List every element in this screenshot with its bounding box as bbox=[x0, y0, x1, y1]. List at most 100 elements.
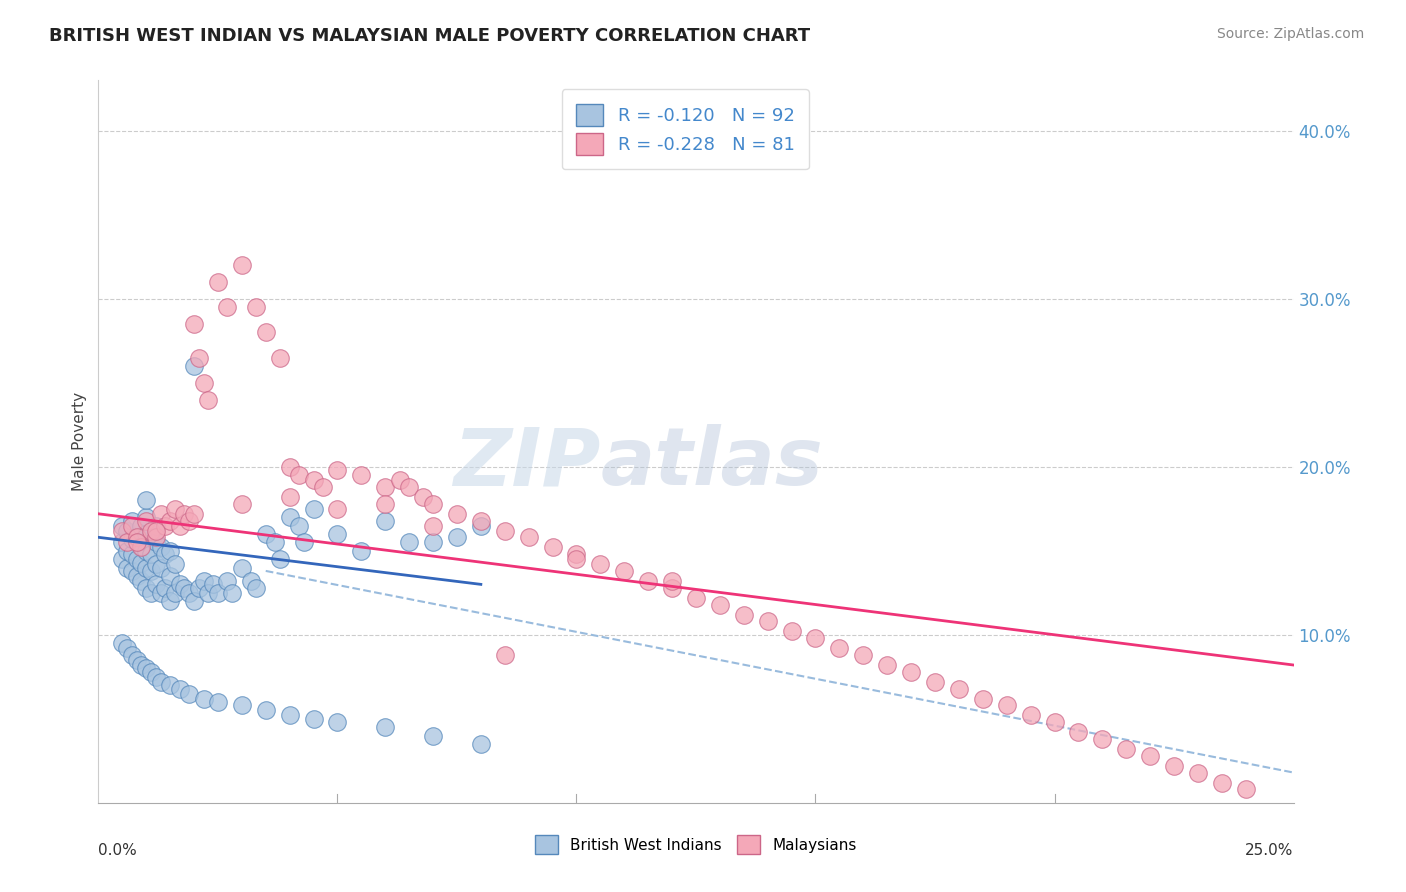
Point bbox=[245, 300, 267, 314]
Point bbox=[326, 715, 349, 730]
Point bbox=[1163, 759, 1185, 773]
Point bbox=[135, 581, 157, 595]
Point bbox=[254, 326, 277, 340]
Point bbox=[312, 480, 335, 494]
Point bbox=[169, 577, 191, 591]
Point bbox=[183, 594, 205, 608]
Point bbox=[183, 317, 205, 331]
Point bbox=[131, 518, 153, 533]
Point bbox=[756, 615, 779, 629]
Point bbox=[159, 543, 181, 558]
Point bbox=[565, 552, 588, 566]
Point bbox=[183, 359, 205, 373]
Point bbox=[804, 631, 827, 645]
Point bbox=[231, 258, 253, 272]
Point bbox=[995, 698, 1018, 713]
Point bbox=[207, 695, 229, 709]
Point bbox=[470, 514, 492, 528]
Point bbox=[278, 708, 301, 723]
Point bbox=[125, 569, 148, 583]
Point bbox=[169, 681, 191, 696]
Point bbox=[155, 547, 177, 561]
Point bbox=[111, 524, 134, 538]
Point bbox=[661, 574, 683, 588]
Point bbox=[155, 581, 177, 595]
Point bbox=[131, 541, 153, 555]
Point bbox=[278, 510, 301, 524]
Point bbox=[197, 392, 219, 407]
Point bbox=[111, 535, 134, 549]
Point bbox=[159, 594, 181, 608]
Point bbox=[193, 376, 215, 390]
Point bbox=[1019, 708, 1042, 723]
Point bbox=[149, 541, 172, 555]
Point bbox=[326, 501, 349, 516]
Point bbox=[924, 674, 946, 689]
Point bbox=[207, 586, 229, 600]
Point bbox=[202, 577, 225, 591]
Point bbox=[446, 507, 468, 521]
Point bbox=[125, 530, 148, 544]
Point bbox=[173, 507, 195, 521]
Point bbox=[149, 586, 172, 600]
Point bbox=[135, 560, 157, 574]
Point bbox=[125, 653, 148, 667]
Point bbox=[288, 468, 311, 483]
Point bbox=[149, 674, 172, 689]
Text: atlas: atlas bbox=[600, 425, 823, 502]
Point bbox=[231, 560, 253, 574]
Point bbox=[135, 493, 157, 508]
Point bbox=[240, 574, 263, 588]
Point bbox=[131, 556, 153, 570]
Point bbox=[422, 497, 444, 511]
Point bbox=[709, 598, 731, 612]
Point bbox=[135, 543, 157, 558]
Point bbox=[125, 552, 148, 566]
Point bbox=[374, 497, 396, 511]
Point bbox=[302, 501, 325, 516]
Point bbox=[125, 530, 148, 544]
Point bbox=[350, 543, 373, 558]
Point bbox=[231, 698, 253, 713]
Point bbox=[398, 480, 420, 494]
Point bbox=[422, 729, 444, 743]
Point bbox=[115, 543, 138, 558]
Point bbox=[264, 535, 287, 549]
Point bbox=[139, 524, 162, 538]
Point bbox=[197, 586, 219, 600]
Point bbox=[446, 530, 468, 544]
Point bbox=[269, 351, 291, 365]
Point bbox=[637, 574, 659, 588]
Point bbox=[685, 591, 707, 605]
Point bbox=[139, 564, 162, 578]
Text: Source: ZipAtlas.com: Source: ZipAtlas.com bbox=[1216, 27, 1364, 41]
Point bbox=[245, 581, 267, 595]
Point bbox=[254, 703, 277, 717]
Point bbox=[121, 514, 143, 528]
Point bbox=[231, 497, 253, 511]
Point bbox=[115, 560, 138, 574]
Point bbox=[121, 547, 143, 561]
Point bbox=[115, 524, 138, 538]
Point bbox=[155, 518, 177, 533]
Point bbox=[613, 564, 636, 578]
Point bbox=[828, 641, 851, 656]
Point bbox=[193, 574, 215, 588]
Point bbox=[135, 510, 157, 524]
Point bbox=[422, 535, 444, 549]
Point bbox=[948, 681, 970, 696]
Point bbox=[159, 678, 181, 692]
Point bbox=[169, 518, 191, 533]
Point bbox=[278, 490, 301, 504]
Point bbox=[115, 641, 138, 656]
Point bbox=[269, 552, 291, 566]
Point bbox=[278, 459, 301, 474]
Point bbox=[1091, 731, 1114, 746]
Point bbox=[398, 535, 420, 549]
Point bbox=[121, 532, 143, 546]
Point bbox=[145, 577, 167, 591]
Point bbox=[183, 507, 205, 521]
Point bbox=[145, 535, 167, 549]
Point bbox=[1043, 715, 1066, 730]
Point bbox=[288, 518, 311, 533]
